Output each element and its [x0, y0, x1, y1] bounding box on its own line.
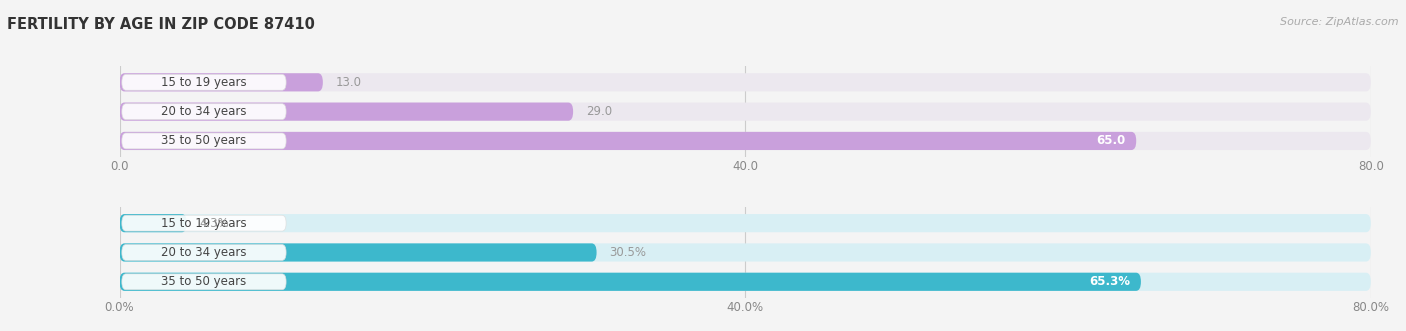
Text: 29.0: 29.0	[586, 105, 612, 118]
FancyBboxPatch shape	[120, 73, 323, 91]
FancyBboxPatch shape	[122, 215, 285, 231]
FancyBboxPatch shape	[122, 74, 285, 90]
FancyBboxPatch shape	[120, 103, 1371, 121]
Text: 65.3%: 65.3%	[1090, 275, 1130, 288]
FancyBboxPatch shape	[122, 133, 285, 149]
FancyBboxPatch shape	[120, 243, 596, 261]
Text: 4.3%: 4.3%	[200, 217, 229, 230]
Text: 15 to 19 years: 15 to 19 years	[162, 217, 247, 230]
FancyBboxPatch shape	[122, 104, 285, 119]
Text: FERTILITY BY AGE IN ZIP CODE 87410: FERTILITY BY AGE IN ZIP CODE 87410	[7, 17, 315, 31]
Text: 20 to 34 years: 20 to 34 years	[162, 105, 246, 118]
FancyBboxPatch shape	[120, 132, 1371, 150]
FancyBboxPatch shape	[120, 214, 187, 232]
FancyBboxPatch shape	[120, 73, 1371, 91]
FancyBboxPatch shape	[120, 214, 1371, 232]
FancyBboxPatch shape	[120, 243, 1371, 261]
Text: 35 to 50 years: 35 to 50 years	[162, 134, 246, 147]
Text: 15 to 19 years: 15 to 19 years	[162, 76, 247, 89]
FancyBboxPatch shape	[122, 274, 285, 290]
Text: Source: ZipAtlas.com: Source: ZipAtlas.com	[1281, 17, 1399, 26]
FancyBboxPatch shape	[120, 132, 1136, 150]
Text: 30.5%: 30.5%	[609, 246, 647, 259]
Text: 35 to 50 years: 35 to 50 years	[162, 275, 246, 288]
FancyBboxPatch shape	[120, 103, 574, 121]
FancyBboxPatch shape	[120, 273, 1140, 291]
FancyBboxPatch shape	[120, 273, 1371, 291]
Text: 65.0: 65.0	[1097, 134, 1125, 147]
FancyBboxPatch shape	[122, 245, 285, 260]
Text: 20 to 34 years: 20 to 34 years	[162, 246, 246, 259]
Text: 13.0: 13.0	[336, 76, 361, 89]
